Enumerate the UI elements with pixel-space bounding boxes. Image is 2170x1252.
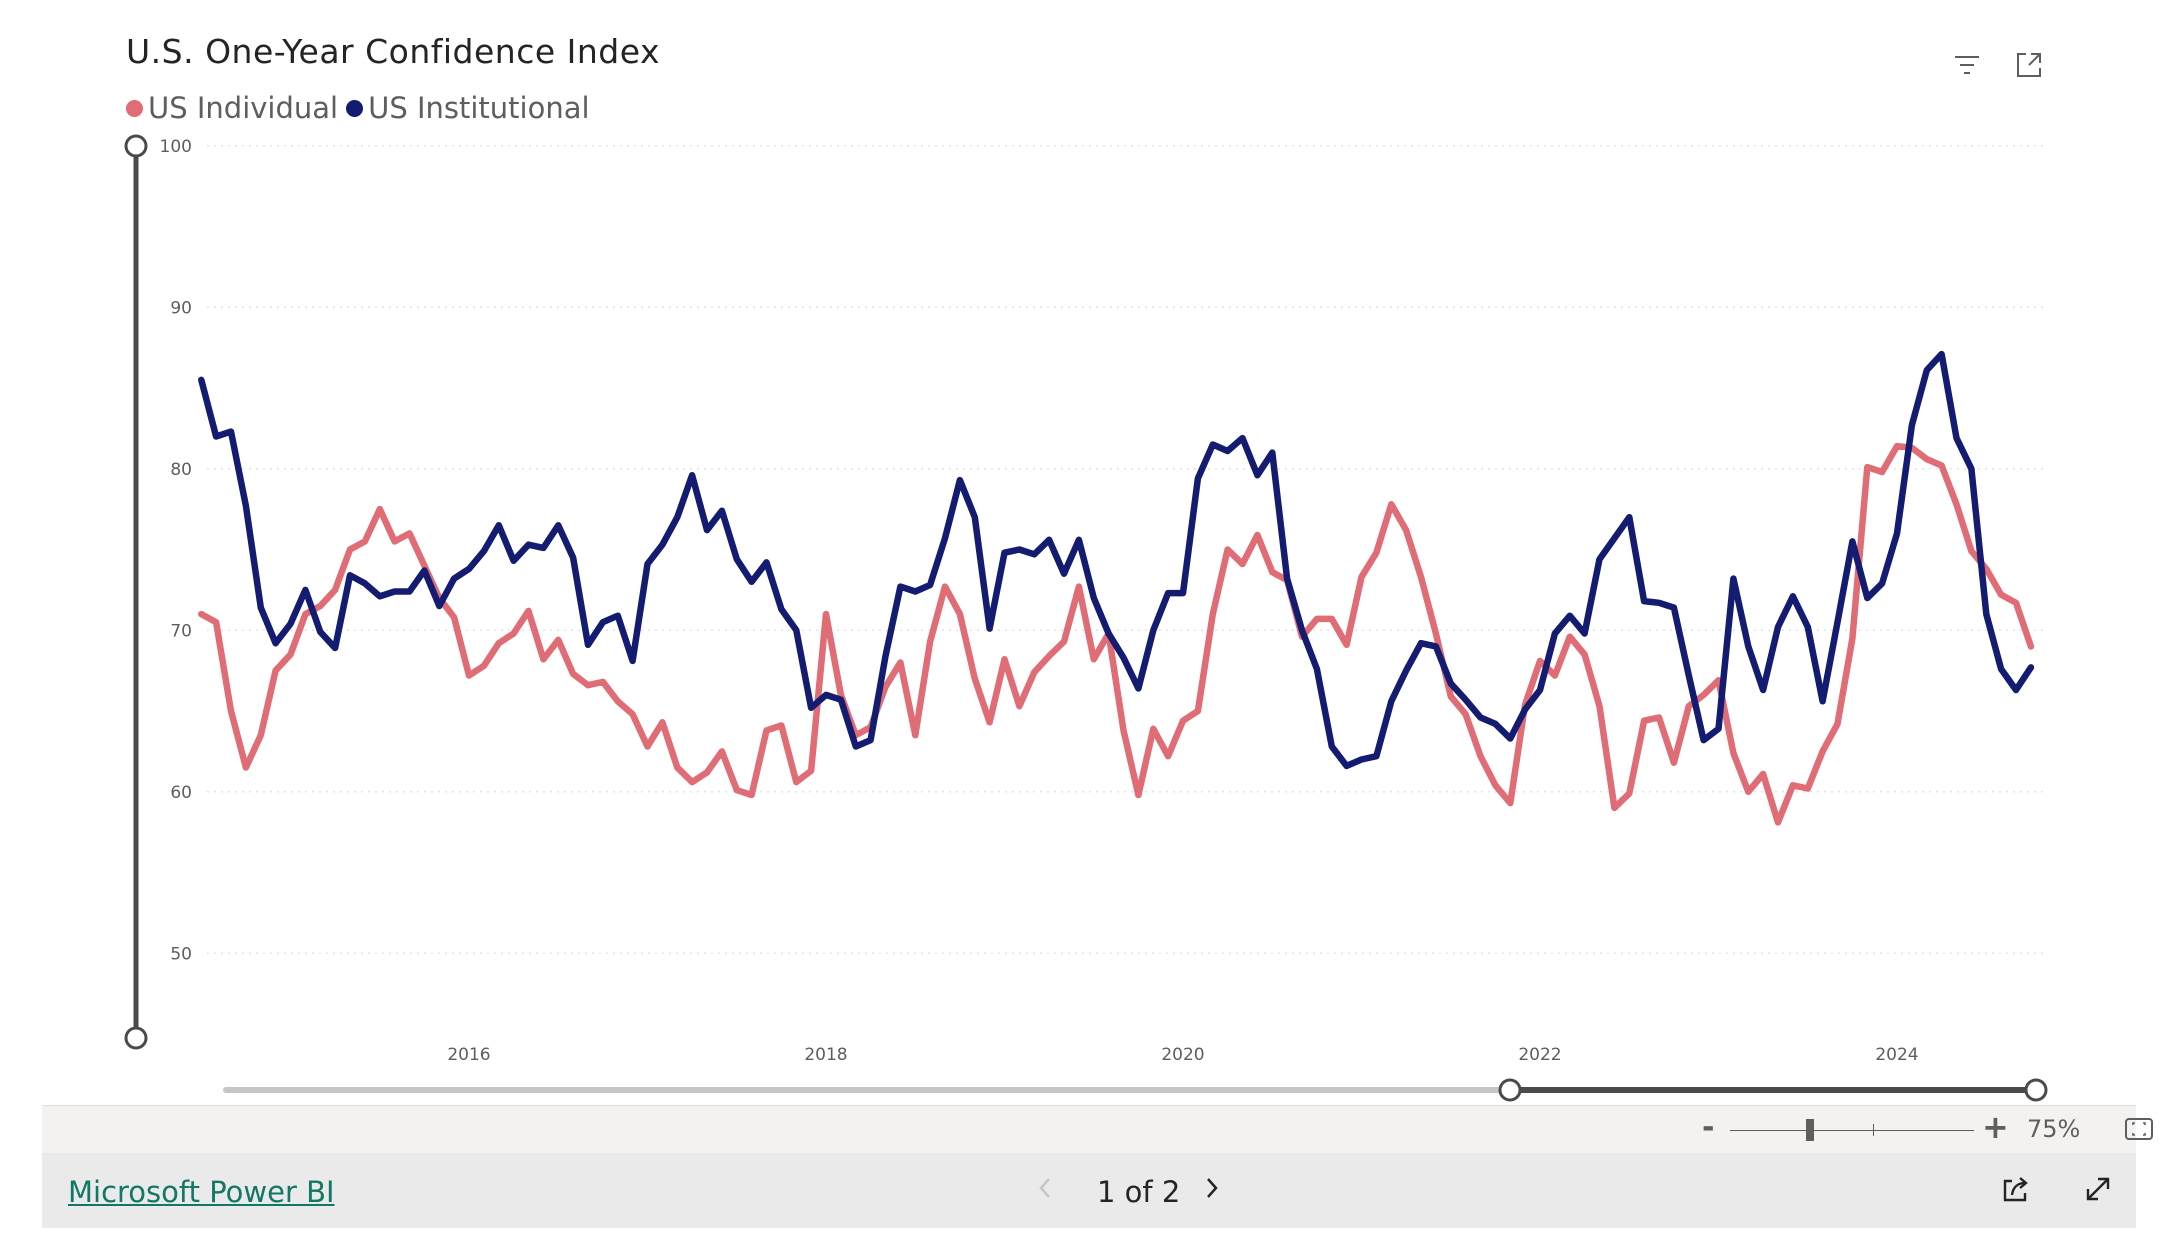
zoom-slider-tick bbox=[1873, 1124, 1874, 1136]
legend-label-individual: US Individual bbox=[148, 91, 339, 125]
zoom-in-button[interactable]: + bbox=[1982, 1108, 2009, 1146]
legend: US Individual US Institutional bbox=[126, 91, 598, 125]
zoom-slider-track[interactable] bbox=[1730, 1130, 1974, 1131]
legend-dot-institutional bbox=[346, 99, 364, 117]
x-range-slider-handle-left[interactable] bbox=[1498, 1078, 1522, 1102]
zoom-out-button[interactable]: - bbox=[1702, 1110, 1715, 1145]
x-tick-label: 2016 bbox=[447, 1045, 490, 1065]
y-range-slider-handle-top[interactable] bbox=[124, 134, 148, 158]
zoom-slider-handle[interactable] bbox=[1806, 1119, 1814, 1141]
zoom-bar: - + 75% bbox=[42, 1105, 2153, 1154]
fit-to-page-icon[interactable] bbox=[2124, 1116, 2154, 1142]
chevron-right-icon[interactable] bbox=[1202, 1171, 1222, 1213]
filter-icon[interactable] bbox=[1950, 48, 1984, 82]
line-chart: 50 60 70 80 90 100 2016 2018 2020 2022 2024 bbox=[124, 134, 2048, 1102]
y-tick-label: 80 bbox=[170, 460, 192, 480]
y-tick-label: 100 bbox=[160, 137, 192, 157]
chevron-left-icon[interactable] bbox=[1035, 1171, 1055, 1213]
legend-dot-individual bbox=[126, 99, 143, 117]
y-tick-label: 90 bbox=[170, 298, 192, 318]
x-tick-label: 2020 bbox=[1161, 1045, 1204, 1065]
x-tick-label: 2018 bbox=[804, 1045, 847, 1065]
fullscreen-icon[interactable] bbox=[2080, 1171, 2116, 1207]
page-indicator: 1 of 2 bbox=[1097, 1175, 1181, 1209]
legend-item-institutional[interactable]: US Institutional bbox=[346, 91, 590, 125]
x-range-slider-handle-right[interactable] bbox=[2024, 1078, 2048, 1102]
report-footer: Microsoft Power BI 1 of 2 bbox=[42, 1153, 2136, 1228]
zoom-level: 75% bbox=[2027, 1115, 2081, 1143]
y-tick-label: 70 bbox=[170, 621, 192, 641]
y-tick-label: 50 bbox=[170, 944, 192, 964]
chart-title: U.S. One-Year Confidence Index bbox=[126, 32, 660, 71]
x-tick-label: 2022 bbox=[1518, 1045, 1561, 1065]
legend-item-individual[interactable]: US Individual bbox=[126, 91, 338, 125]
x-tick-label: 2024 bbox=[1875, 1045, 1918, 1065]
share-icon[interactable] bbox=[1998, 1171, 2034, 1207]
visual-header bbox=[1950, 48, 2046, 82]
powerbi-link[interactable]: Microsoft Power BI bbox=[68, 1175, 335, 1209]
focus-mode-icon[interactable] bbox=[2012, 48, 2046, 82]
series-line-institutional[interactable] bbox=[198, 350, 2035, 770]
y-range-slider-handle-bottom[interactable] bbox=[124, 1026, 148, 1050]
legend-label-institutional: US Institutional bbox=[368, 91, 590, 125]
y-tick-label: 60 bbox=[170, 783, 192, 803]
series-line-individual[interactable] bbox=[198, 442, 2035, 826]
chart-visual[interactable]: U.S. One-Year Confidence Index US Indivi… bbox=[0, 0, 2170, 1105]
